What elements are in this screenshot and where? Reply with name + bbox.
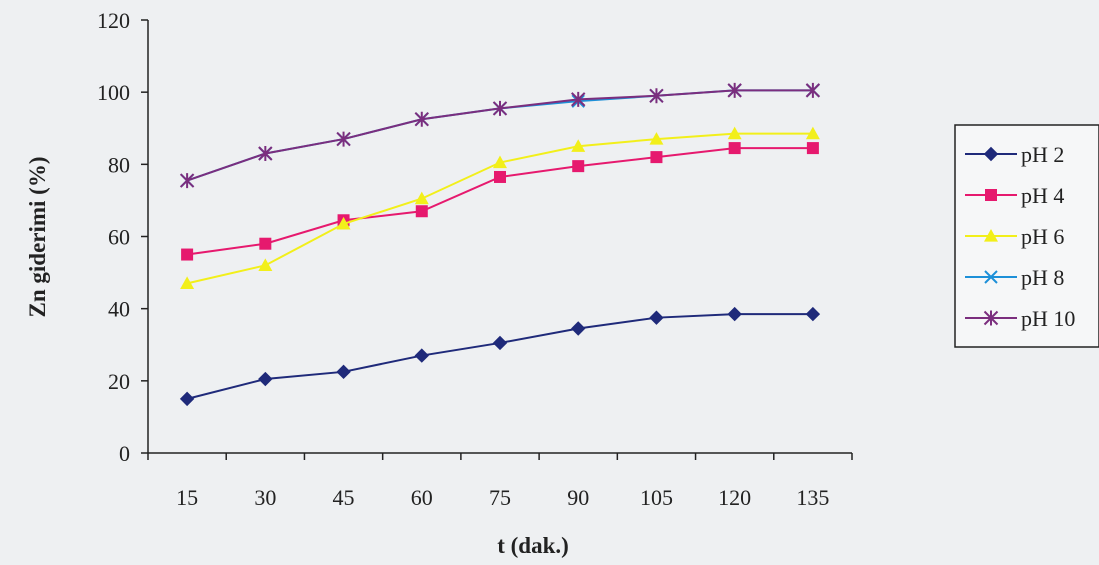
data-point — [649, 88, 664, 104]
series-5 — [179, 82, 821, 189]
x-tick-label: 90 — [567, 485, 589, 510]
legend-marker — [984, 270, 998, 284]
data-point — [805, 306, 821, 322]
data-point — [336, 216, 351, 230]
data-point — [493, 155, 507, 169]
legend-label: pH 8 — [1021, 265, 1064, 290]
y-tick-label: 100 — [97, 80, 130, 105]
legend-item: pH 8 — [965, 265, 1064, 290]
data-point — [494, 170, 506, 183]
x-tick-label: 120 — [718, 485, 751, 510]
data-point — [258, 371, 273, 387]
x-tick-label: 60 — [411, 485, 433, 510]
data-point — [492, 335, 508, 351]
data-point — [414, 111, 429, 127]
data-point — [492, 100, 508, 116]
data-point — [806, 142, 819, 155]
data-point — [259, 237, 272, 250]
data-point — [336, 131, 351, 147]
data-point — [805, 126, 820, 140]
x-tick-label: 45 — [333, 485, 355, 510]
x-tick-label: 30 — [254, 485, 276, 510]
data-point — [415, 205, 428, 218]
y-tick-label: 40 — [108, 297, 130, 322]
legend-label: pH 10 — [1021, 306, 1075, 331]
data-point — [258, 146, 273, 162]
data-point — [649, 132, 664, 145]
legend-item: pH 4 — [965, 183, 1064, 208]
legend-label: pH 4 — [1021, 183, 1064, 208]
data-point — [728, 142, 741, 155]
data-point — [181, 248, 194, 261]
legend-label: pH 6 — [1021, 224, 1064, 249]
data-point — [727, 306, 742, 322]
y-tick-label: 60 — [108, 225, 130, 250]
y-axis-title: Zn giderimi (%) — [25, 157, 50, 318]
series-3 — [180, 126, 820, 290]
data-point — [258, 258, 273, 271]
x-tick-label: 105 — [640, 485, 673, 510]
data-point — [571, 91, 586, 107]
data-point — [649, 310, 664, 325]
data-point — [179, 391, 195, 407]
series-layer — [179, 82, 821, 407]
data-point — [414, 348, 429, 363]
y-tick-label: 80 — [108, 152, 130, 177]
legend-item: pH 6 — [965, 224, 1064, 249]
legend-item: pH 10 — [965, 306, 1075, 331]
data-point — [572, 160, 585, 173]
legend: pH 2 pH 4 pH 6 pH 8 pH 10 — [954, 124, 1099, 348]
y-tick-label: 120 — [97, 8, 130, 33]
legend-item: pH 2 — [965, 142, 1064, 167]
x-tick-label: 15 — [176, 485, 198, 510]
data-point — [727, 126, 742, 140]
y-tick-label: 20 — [108, 369, 130, 394]
legend-marker — [983, 146, 999, 162]
y-tick-label: 0 — [119, 441, 130, 466]
data-point — [650, 151, 663, 164]
data-point — [336, 364, 351, 380]
data-point — [727, 82, 742, 98]
x-axis-title: t (dak.) — [497, 533, 569, 558]
axes: 0 20 40 60 80 100 120 15 30 45 60 75 90 105 120 135 — [97, 8, 853, 510]
data-point — [180, 276, 195, 290]
data-point — [571, 321, 586, 336]
series-line — [186, 313, 813, 400]
x-tick-label: 135 — [796, 485, 829, 510]
data-point — [179, 173, 195, 189]
legend-label: pH 2 — [1021, 142, 1064, 167]
x-tick-label: 75 — [489, 485, 511, 510]
data-point — [571, 139, 586, 152]
series-1 — [179, 306, 821, 407]
data-point — [805, 82, 821, 98]
data-point — [414, 191, 429, 205]
legend-marker — [984, 229, 998, 242]
legend-marker — [983, 310, 999, 326]
legend-marker — [985, 189, 997, 201]
